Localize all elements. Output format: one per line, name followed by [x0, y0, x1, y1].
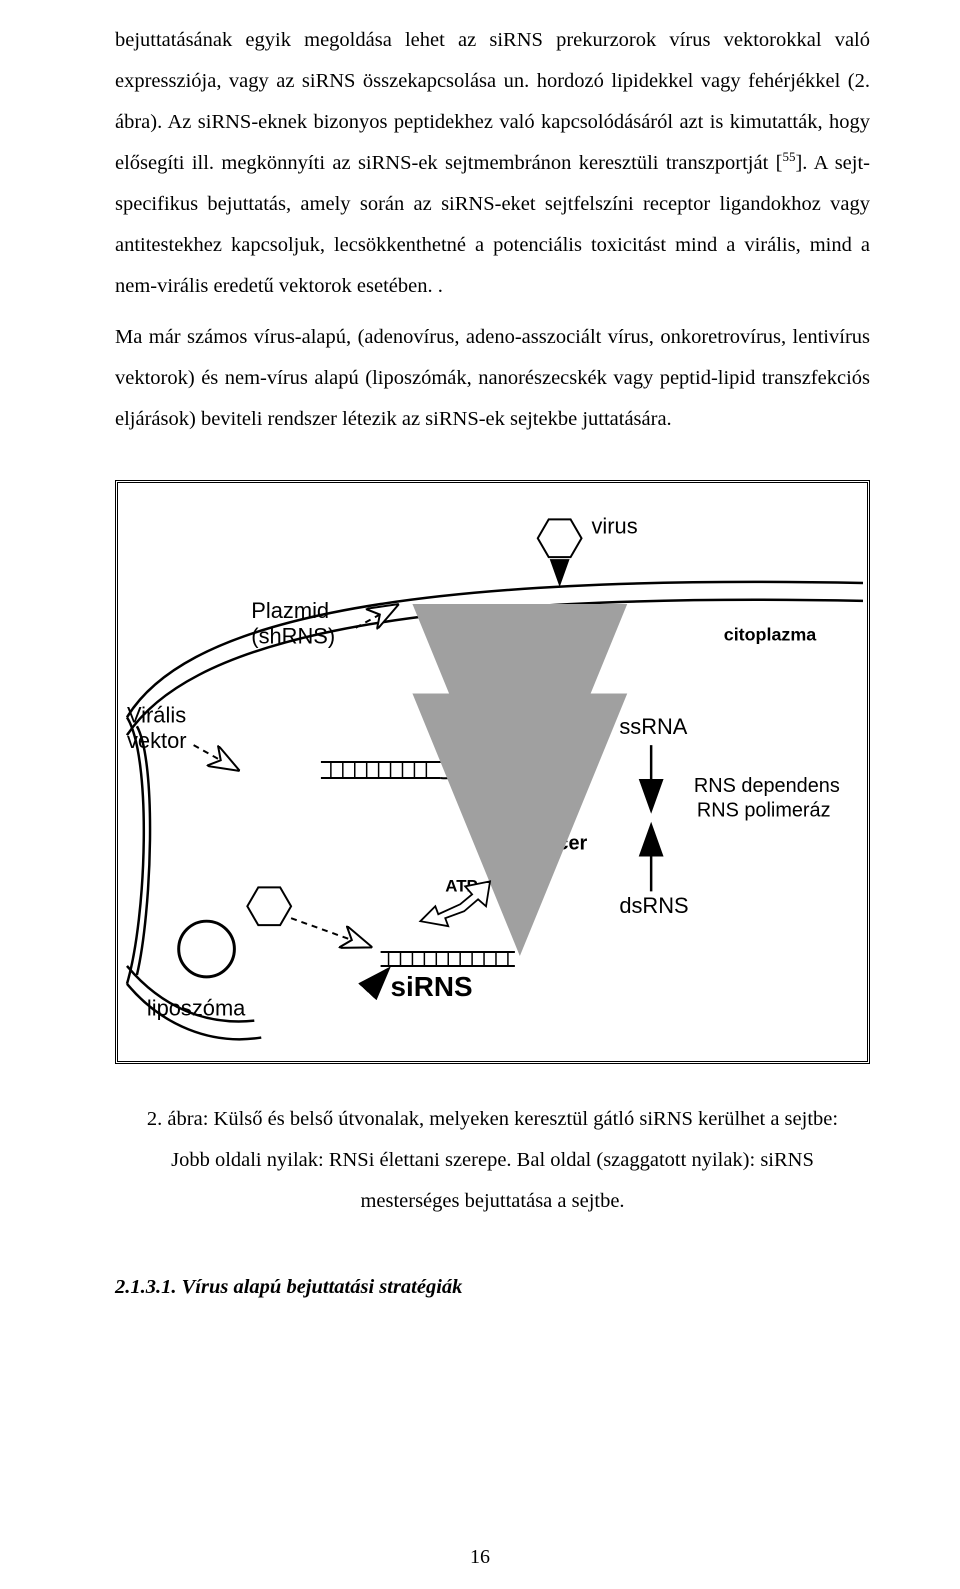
- viralis-arrow: [194, 745, 237, 769]
- virus-label: virus: [591, 513, 637, 538]
- dsrns-label: dsRNS: [619, 893, 688, 918]
- figure-2-caption: 2. ábra: Külső és belső útvonalak, melye…: [115, 1099, 870, 1222]
- plazmid-label-2: (shRNS): [251, 624, 335, 649]
- rns-dep-label-1: RNS dependens: [694, 775, 840, 797]
- dicer-label: dicer: [540, 833, 588, 855]
- liposzoma-label: liposzóma: [147, 996, 246, 1021]
- figure-2-container: virus Plazmid (shRNS) citoplazma Virális…: [115, 480, 870, 1064]
- caption-line-1: 2. ábra: Külső és belső útvonalak, melye…: [147, 1108, 838, 1130]
- caption-line-2: Jobb oldali nyilak: RNSi élettani szerep…: [171, 1149, 814, 1171]
- caption-line-3: mesterséges bejuttatása a sejtbe.: [360, 1190, 624, 1212]
- page-number: 16: [0, 1546, 960, 1569]
- lipo-arrow: [291, 918, 369, 946]
- sirns-label: siRNS: [391, 971, 473, 1002]
- viral-hexagon-icon: [247, 887, 291, 925]
- rns-dep-label-2: RNS polimeráz: [697, 800, 831, 822]
- body-paragraph-2: Ma már számos vírus-alapú, (adenovírus, …: [115, 317, 870, 440]
- plazmid-label-1: Plazmid: [251, 598, 329, 623]
- figure-2-svg: virus Plazmid (shRNS) citoplazma Virális…: [122, 487, 863, 1057]
- membrane-inner: [127, 600, 863, 735]
- sirns-dsrna-icon: [381, 952, 515, 966]
- section-heading-2-1-3-1: 2.1.3.1. Vírus alapú bejuttatási stratég…: [115, 1267, 870, 1308]
- ssrna-label: ssRNA: [619, 714, 687, 739]
- membrane-left-outer: [127, 717, 144, 984]
- citoplazma-label: citoplazma: [724, 625, 818, 645]
- membrane-outer: [127, 582, 863, 717]
- viralis-label-1: Virális: [127, 702, 186, 727]
- liposome-icon: [179, 921, 235, 977]
- body-paragraph-1: bejuttatásának egyik megoldása lehet az …: [115, 20, 870, 307]
- virus-hexagon-icon: [538, 519, 582, 557]
- viralis-label-2: vektor: [127, 728, 187, 753]
- sirns-pointer: [376, 970, 388, 983]
- hairpin-rna-icon: [321, 762, 463, 778]
